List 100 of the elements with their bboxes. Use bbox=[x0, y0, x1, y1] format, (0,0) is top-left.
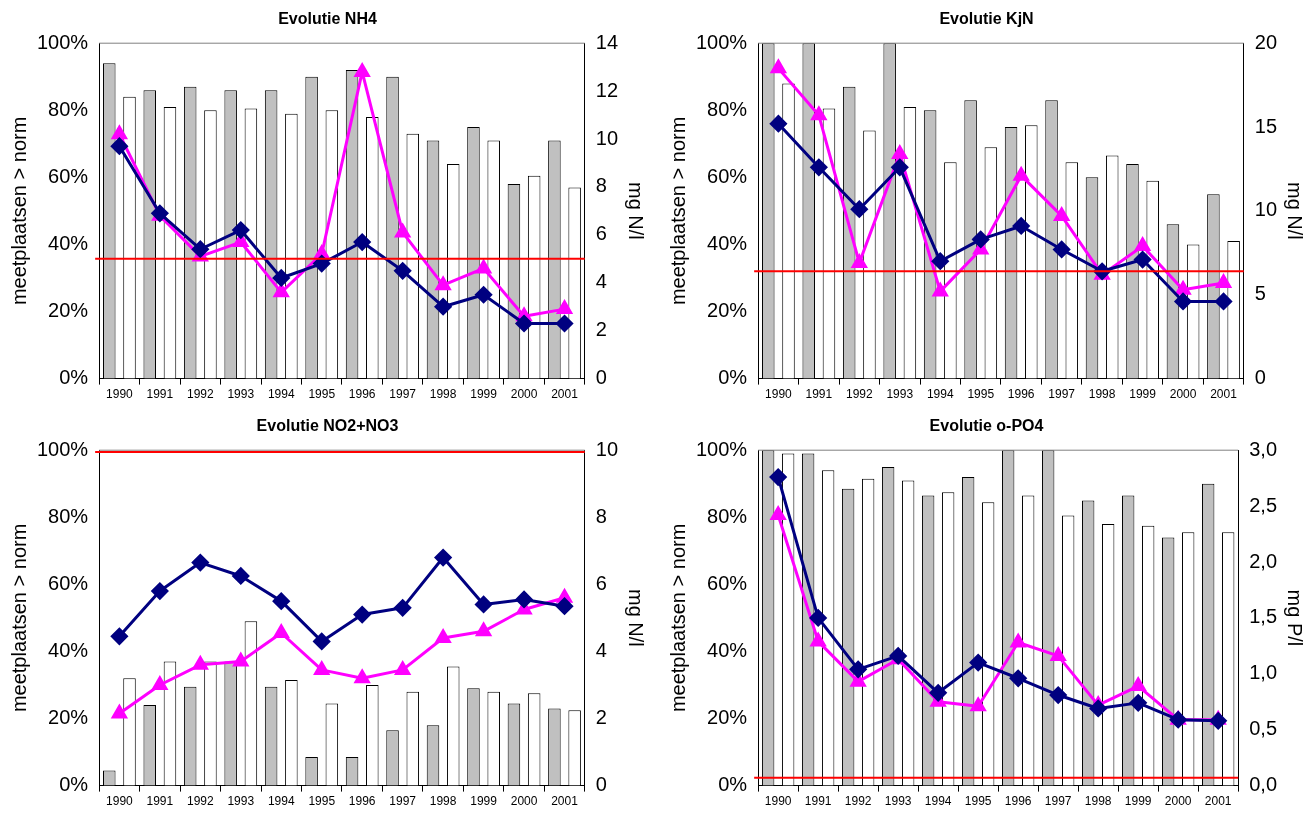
y2-tick-label: 2 bbox=[595, 318, 607, 341]
y2-tick-label: 1,0 bbox=[1249, 661, 1278, 684]
y2-tick-label: 2 bbox=[595, 706, 607, 729]
y-tick-label: 80% bbox=[48, 97, 89, 120]
y-tick-label: 20% bbox=[48, 299, 89, 322]
chart-title: Evolutie KjN bbox=[939, 10, 1034, 28]
y2-tick-label: 2,0 bbox=[1249, 549, 1278, 572]
x-tick-label: 1991 bbox=[146, 794, 174, 809]
y2-tick-label: 0 bbox=[1254, 366, 1266, 389]
y-tick-label: 60% bbox=[707, 164, 748, 187]
x-tick-label: 1993 bbox=[886, 387, 914, 402]
y2-tick-label: 15 bbox=[1254, 114, 1277, 137]
x-tick-label: 1991 bbox=[146, 387, 174, 402]
x-tick-label: 1991 bbox=[805, 387, 833, 402]
x-tick-label: 1990 bbox=[765, 387, 793, 402]
chart-title: Evolutie NH4 bbox=[278, 10, 377, 28]
x-tick-label: 1999 bbox=[1129, 387, 1157, 402]
y-tick-label: 60% bbox=[48, 164, 89, 187]
x-tick-label: 1998 bbox=[1084, 794, 1112, 809]
y-tick-label: 20% bbox=[707, 299, 748, 322]
x-tick-label: 1992 bbox=[845, 387, 873, 402]
y2-tick-label: 8 bbox=[595, 174, 607, 197]
y2-tick-label: 6 bbox=[595, 571, 607, 594]
chart-title: Evolutie NO2+NO3 bbox=[256, 417, 399, 435]
y-axis-title: meetplaatsen > norm bbox=[7, 116, 30, 306]
x-tick-label: 1994 bbox=[267, 794, 295, 809]
x-tick-label: 1997 bbox=[389, 794, 417, 809]
y-axis-title: meetplaatsen > norm bbox=[7, 523, 30, 713]
y-tick-label: 40% bbox=[707, 231, 748, 254]
y-tick-label: 80% bbox=[707, 97, 748, 120]
y-tick-label: 100% bbox=[37, 30, 89, 53]
y2-tick-label: 0 bbox=[595, 366, 607, 389]
x-tick-label: 1999 bbox=[470, 794, 498, 809]
y2-tick-label: 4 bbox=[595, 270, 607, 293]
x-tick-label: 1995 bbox=[308, 794, 336, 809]
x-tick-label: 2001 bbox=[1204, 794, 1232, 809]
y-tick-label: 60% bbox=[707, 571, 748, 594]
y-axis-title: meetplaatsen > norm bbox=[666, 523, 689, 713]
x-tick-label: 1990 bbox=[106, 387, 134, 402]
y-axis-title: meetplaatsen > norm bbox=[666, 116, 689, 306]
y2-axis-title: mg N/l bbox=[1284, 182, 1307, 240]
x-tick-label: 1994 bbox=[926, 387, 954, 402]
y-tick-label: 0% bbox=[59, 366, 89, 389]
x-tick-label: 1997 bbox=[1048, 387, 1076, 402]
x-tick-label: 1993 bbox=[227, 794, 255, 809]
x-tick-label: 2001 bbox=[551, 794, 579, 809]
x-tick-label: 1996 bbox=[1007, 387, 1035, 402]
y2-axis-title: mg N/l bbox=[625, 182, 648, 240]
x-tick-label: 1996 bbox=[1004, 794, 1032, 809]
x-tick-label: 2000 bbox=[510, 794, 538, 809]
y2-tick-label: 3,0 bbox=[1249, 437, 1278, 460]
y2-tick-label: 6 bbox=[595, 222, 607, 245]
x-tick-label: 1996 bbox=[348, 387, 376, 402]
y2-tick-label: 12 bbox=[595, 78, 618, 101]
x-tick-label: 1990 bbox=[106, 794, 134, 809]
x-tick-label: 1998 bbox=[1088, 387, 1116, 402]
x-tick-label: 2001 bbox=[1210, 387, 1238, 402]
x-tick-label: 1998 bbox=[429, 387, 457, 402]
x-tick-label: 2000 bbox=[1164, 794, 1192, 809]
y-tick-label: 80% bbox=[48, 504, 89, 527]
x-tick-label: 1993 bbox=[227, 387, 255, 402]
x-tick-label: 2000 bbox=[510, 387, 538, 402]
x-tick-label: 1997 bbox=[1044, 794, 1072, 809]
x-tick-label: 1992 bbox=[844, 794, 872, 809]
x-tick-label: 1999 bbox=[470, 387, 498, 402]
y-tick-label: 80% bbox=[707, 504, 748, 527]
x-tick-label: 1994 bbox=[267, 387, 295, 402]
y2-tick-label: 10 bbox=[595, 437, 618, 460]
x-tick-label: 1995 bbox=[308, 387, 336, 402]
y-tick-label: 100% bbox=[37, 437, 89, 460]
y-tick-label: 20% bbox=[707, 706, 748, 729]
y-tick-label: 60% bbox=[48, 571, 89, 594]
x-tick-label: 1996 bbox=[348, 794, 376, 809]
x-tick-label: 1991 bbox=[804, 794, 832, 809]
y-tick-label: 20% bbox=[48, 706, 89, 729]
x-tick-label: 2001 bbox=[551, 387, 579, 402]
y2-tick-label: 10 bbox=[1254, 198, 1277, 221]
y-tick-label: 0% bbox=[59, 773, 89, 796]
y2-tick-label: 10 bbox=[595, 126, 618, 149]
x-tick-label: 1998 bbox=[429, 794, 457, 809]
y-tick-label: 100% bbox=[696, 30, 748, 53]
y2-tick-label: 0,0 bbox=[1249, 773, 1278, 796]
x-tick-label: 1999 bbox=[1124, 794, 1152, 809]
x-tick-label: 1997 bbox=[389, 387, 417, 402]
y2-tick-label: 4 bbox=[595, 638, 607, 661]
y2-tick-label: 1,5 bbox=[1249, 605, 1278, 628]
y2-tick-label: 14 bbox=[595, 30, 618, 53]
y2-tick-label: 2,5 bbox=[1249, 493, 1278, 516]
y2-tick-label: 0,5 bbox=[1249, 717, 1278, 740]
y-tick-label: 40% bbox=[707, 638, 748, 661]
y2-tick-label: 8 bbox=[595, 504, 607, 527]
x-tick-label: 1995 bbox=[967, 387, 995, 402]
y2-tick-label: 0 bbox=[595, 773, 607, 796]
x-tick-label: 1992 bbox=[186, 794, 214, 809]
y2-axis-title: mg P/l bbox=[1284, 589, 1307, 647]
x-tick-label: 1995 bbox=[964, 794, 992, 809]
y-tick-label: 40% bbox=[48, 231, 89, 254]
y-tick-label: 100% bbox=[696, 437, 748, 460]
y2-axis-title: mg N/l bbox=[625, 589, 648, 647]
y2-tick-label: 20 bbox=[1254, 30, 1277, 53]
